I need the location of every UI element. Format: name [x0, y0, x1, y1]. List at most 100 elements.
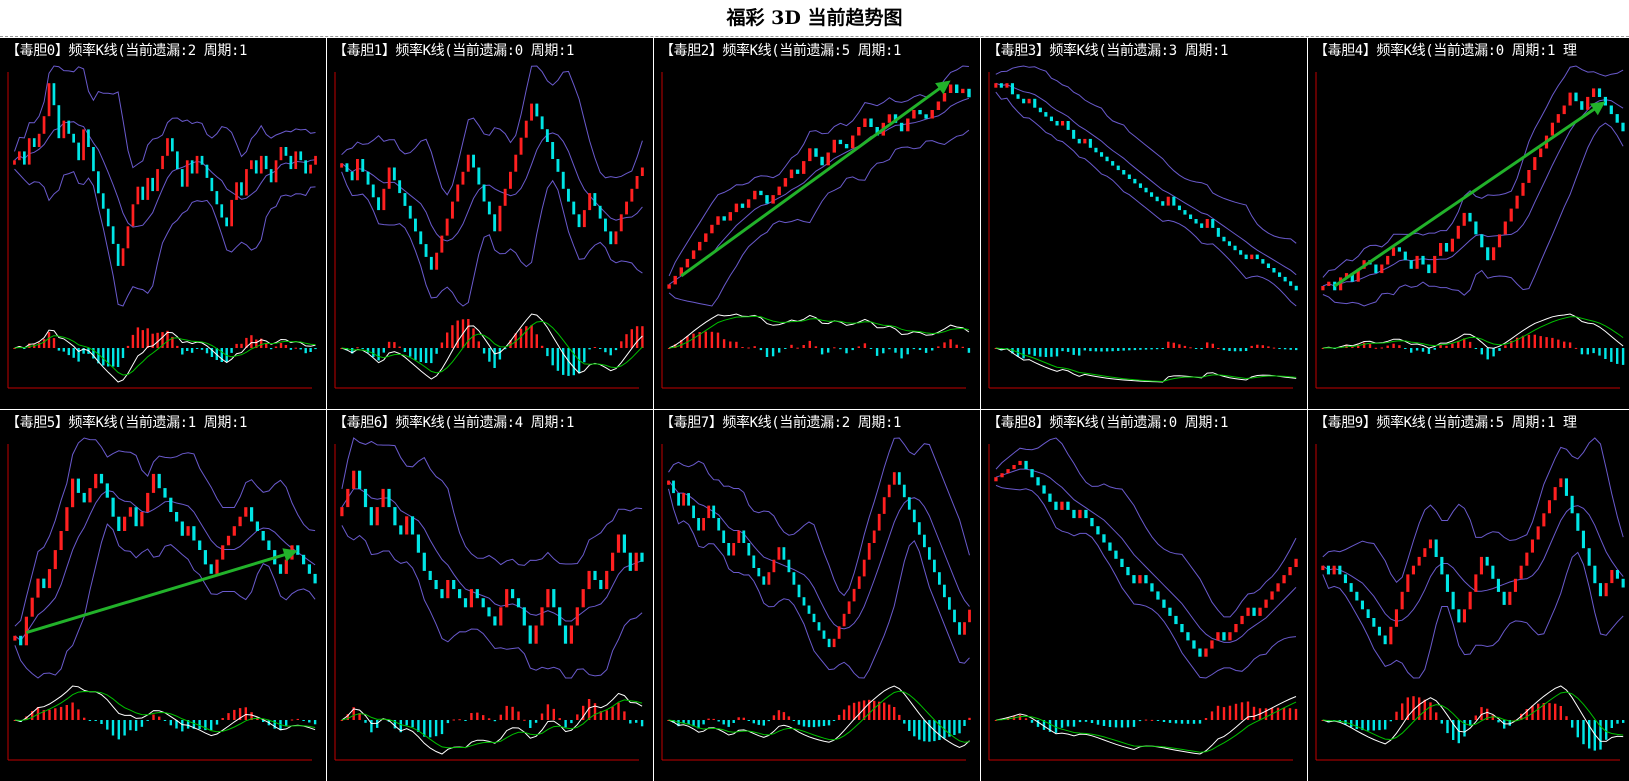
- dif-line: [995, 347, 1297, 383]
- down-candle: [307, 564, 311, 574]
- down-candle: [511, 589, 515, 599]
- macd-histogram-bar: [1144, 348, 1148, 350]
- up-candle: [1270, 591, 1274, 600]
- macd-histogram-bar: [1551, 337, 1554, 348]
- trend-chart-panel: 【毒胆5】频率K线(当前遗漏:1 周期:1: [0, 410, 326, 781]
- macd-histogram-bar: [1580, 348, 1584, 355]
- macd-histogram-bar: [1568, 342, 1572, 348]
- macd-histogram-bar: [1410, 348, 1413, 353]
- macd-histogram-bar: [894, 348, 897, 353]
- macd-histogram-bar: [698, 332, 701, 348]
- macd-histogram-bar: [1126, 720, 1130, 728]
- macd-histogram-bar: [1378, 720, 1381, 731]
- down-candle: [475, 589, 479, 599]
- macd-histogram-bar: [255, 339, 258, 348]
- macd-histogram-bar: [190, 348, 194, 353]
- down-candle: [1294, 285, 1298, 291]
- macd-histogram-bar: [195, 348, 199, 349]
- macd-histogram-bar: [1096, 720, 1100, 725]
- macd-histogram-bar: [833, 347, 836, 349]
- up-candle: [1250, 254, 1254, 260]
- down-candle: [558, 607, 562, 626]
- up-candle: [24, 616, 28, 646]
- down-candle: [1180, 624, 1184, 633]
- macd-histogram-bar: [129, 720, 132, 731]
- macd-histogram-bar: [1168, 720, 1172, 723]
- down-candle: [1457, 609, 1461, 623]
- up-candle: [857, 576, 861, 589]
- macd-histogram-bar: [1180, 720, 1184, 724]
- down-candle: [572, 201, 576, 215]
- macd-histogram-bar: [1066, 348, 1070, 352]
- macd-histogram-bar: [265, 343, 268, 348]
- macd-histogram-bar: [117, 720, 120, 740]
- up-candle: [887, 484, 891, 498]
- macd-histogram-bar: [540, 345, 544, 348]
- up-candle: [734, 203, 739, 213]
- down-candle: [419, 231, 423, 245]
- up-candle: [47, 83, 51, 117]
- down-candle: [209, 564, 213, 574]
- macd-histogram-bar: [1261, 345, 1264, 348]
- macd-histogram-bar: [346, 714, 349, 720]
- macd-histogram-bar: [289, 348, 293, 350]
- macd-histogram-bar: [409, 348, 412, 357]
- macd-histogram-bar: [958, 720, 961, 734]
- macd-histogram-bar: [540, 713, 544, 720]
- down-candle: [1502, 591, 1506, 605]
- macd-histogram-bar: [1327, 720, 1330, 723]
- macd-histogram-bar: [82, 348, 85, 354]
- macd-histogram-bar: [59, 706, 63, 720]
- up-candle: [640, 167, 644, 176]
- macd-histogram-bar: [822, 720, 826, 726]
- down-candle: [205, 164, 209, 178]
- macd-histogram-bar: [913, 720, 916, 737]
- macd-histogram-bar: [898, 714, 901, 720]
- down-candle: [481, 598, 485, 608]
- up-candle: [1204, 648, 1208, 657]
- up-candle: [1027, 98, 1031, 104]
- down-candle: [175, 512, 179, 522]
- macd-histogram-bar: [1156, 720, 1160, 721]
- macd-histogram-bar: [787, 716, 791, 720]
- up-candle: [673, 275, 677, 285]
- macd-histogram-bar: [67, 348, 70, 356]
- macd-histogram-bar: [525, 326, 528, 348]
- up-candle: [238, 516, 242, 527]
- macd-histogram-bar: [1055, 348, 1059, 357]
- macd-histogram-bar: [1598, 348, 1601, 356]
- macd-histogram-bar: [674, 344, 677, 348]
- macd-histogram-bar: [759, 348, 763, 351]
- up-candle: [832, 638, 836, 648]
- macd-histogram-bar: [1132, 720, 1136, 727]
- dif-line: [1322, 313, 1624, 349]
- macd-histogram-bar: [1554, 703, 1557, 720]
- down-candle: [1192, 640, 1196, 649]
- macd-histogram-bar: [31, 711, 34, 720]
- macd-histogram-bar: [1451, 343, 1454, 348]
- macd-histogram-bar: [1133, 348, 1137, 351]
- down-candle: [1360, 600, 1364, 610]
- macd-histogram-bar: [42, 710, 45, 720]
- macd-histogram-bar: [1446, 720, 1449, 734]
- macd-histogram-bar: [931, 348, 934, 351]
- up-candle: [1513, 578, 1517, 592]
- macd-histogram-bar: [556, 348, 560, 371]
- up-candle: [1400, 591, 1404, 610]
- macd-histogram-bar: [1138, 720, 1142, 722]
- macd-histogram-bar: [146, 720, 149, 721]
- up-candle: [1503, 221, 1507, 235]
- macd-histogram-bar: [1050, 348, 1053, 357]
- macd-histogram-bar: [186, 720, 190, 729]
- down-candle: [1615, 570, 1619, 579]
- up-candle: [121, 248, 125, 266]
- macd-histogram-bar: [285, 720, 288, 726]
- macd-histogram-bar: [477, 341, 480, 348]
- macd-histogram-bar: [279, 343, 283, 348]
- down-candle: [101, 193, 105, 209]
- up-candle: [88, 488, 92, 503]
- up-candle: [691, 250, 696, 259]
- up-candle: [284, 559, 288, 574]
- chart-title: 【毒胆5】频率K线(当前遗漏:1 周期:1: [6, 415, 248, 431]
- macd-histogram-bar: [697, 720, 700, 729]
